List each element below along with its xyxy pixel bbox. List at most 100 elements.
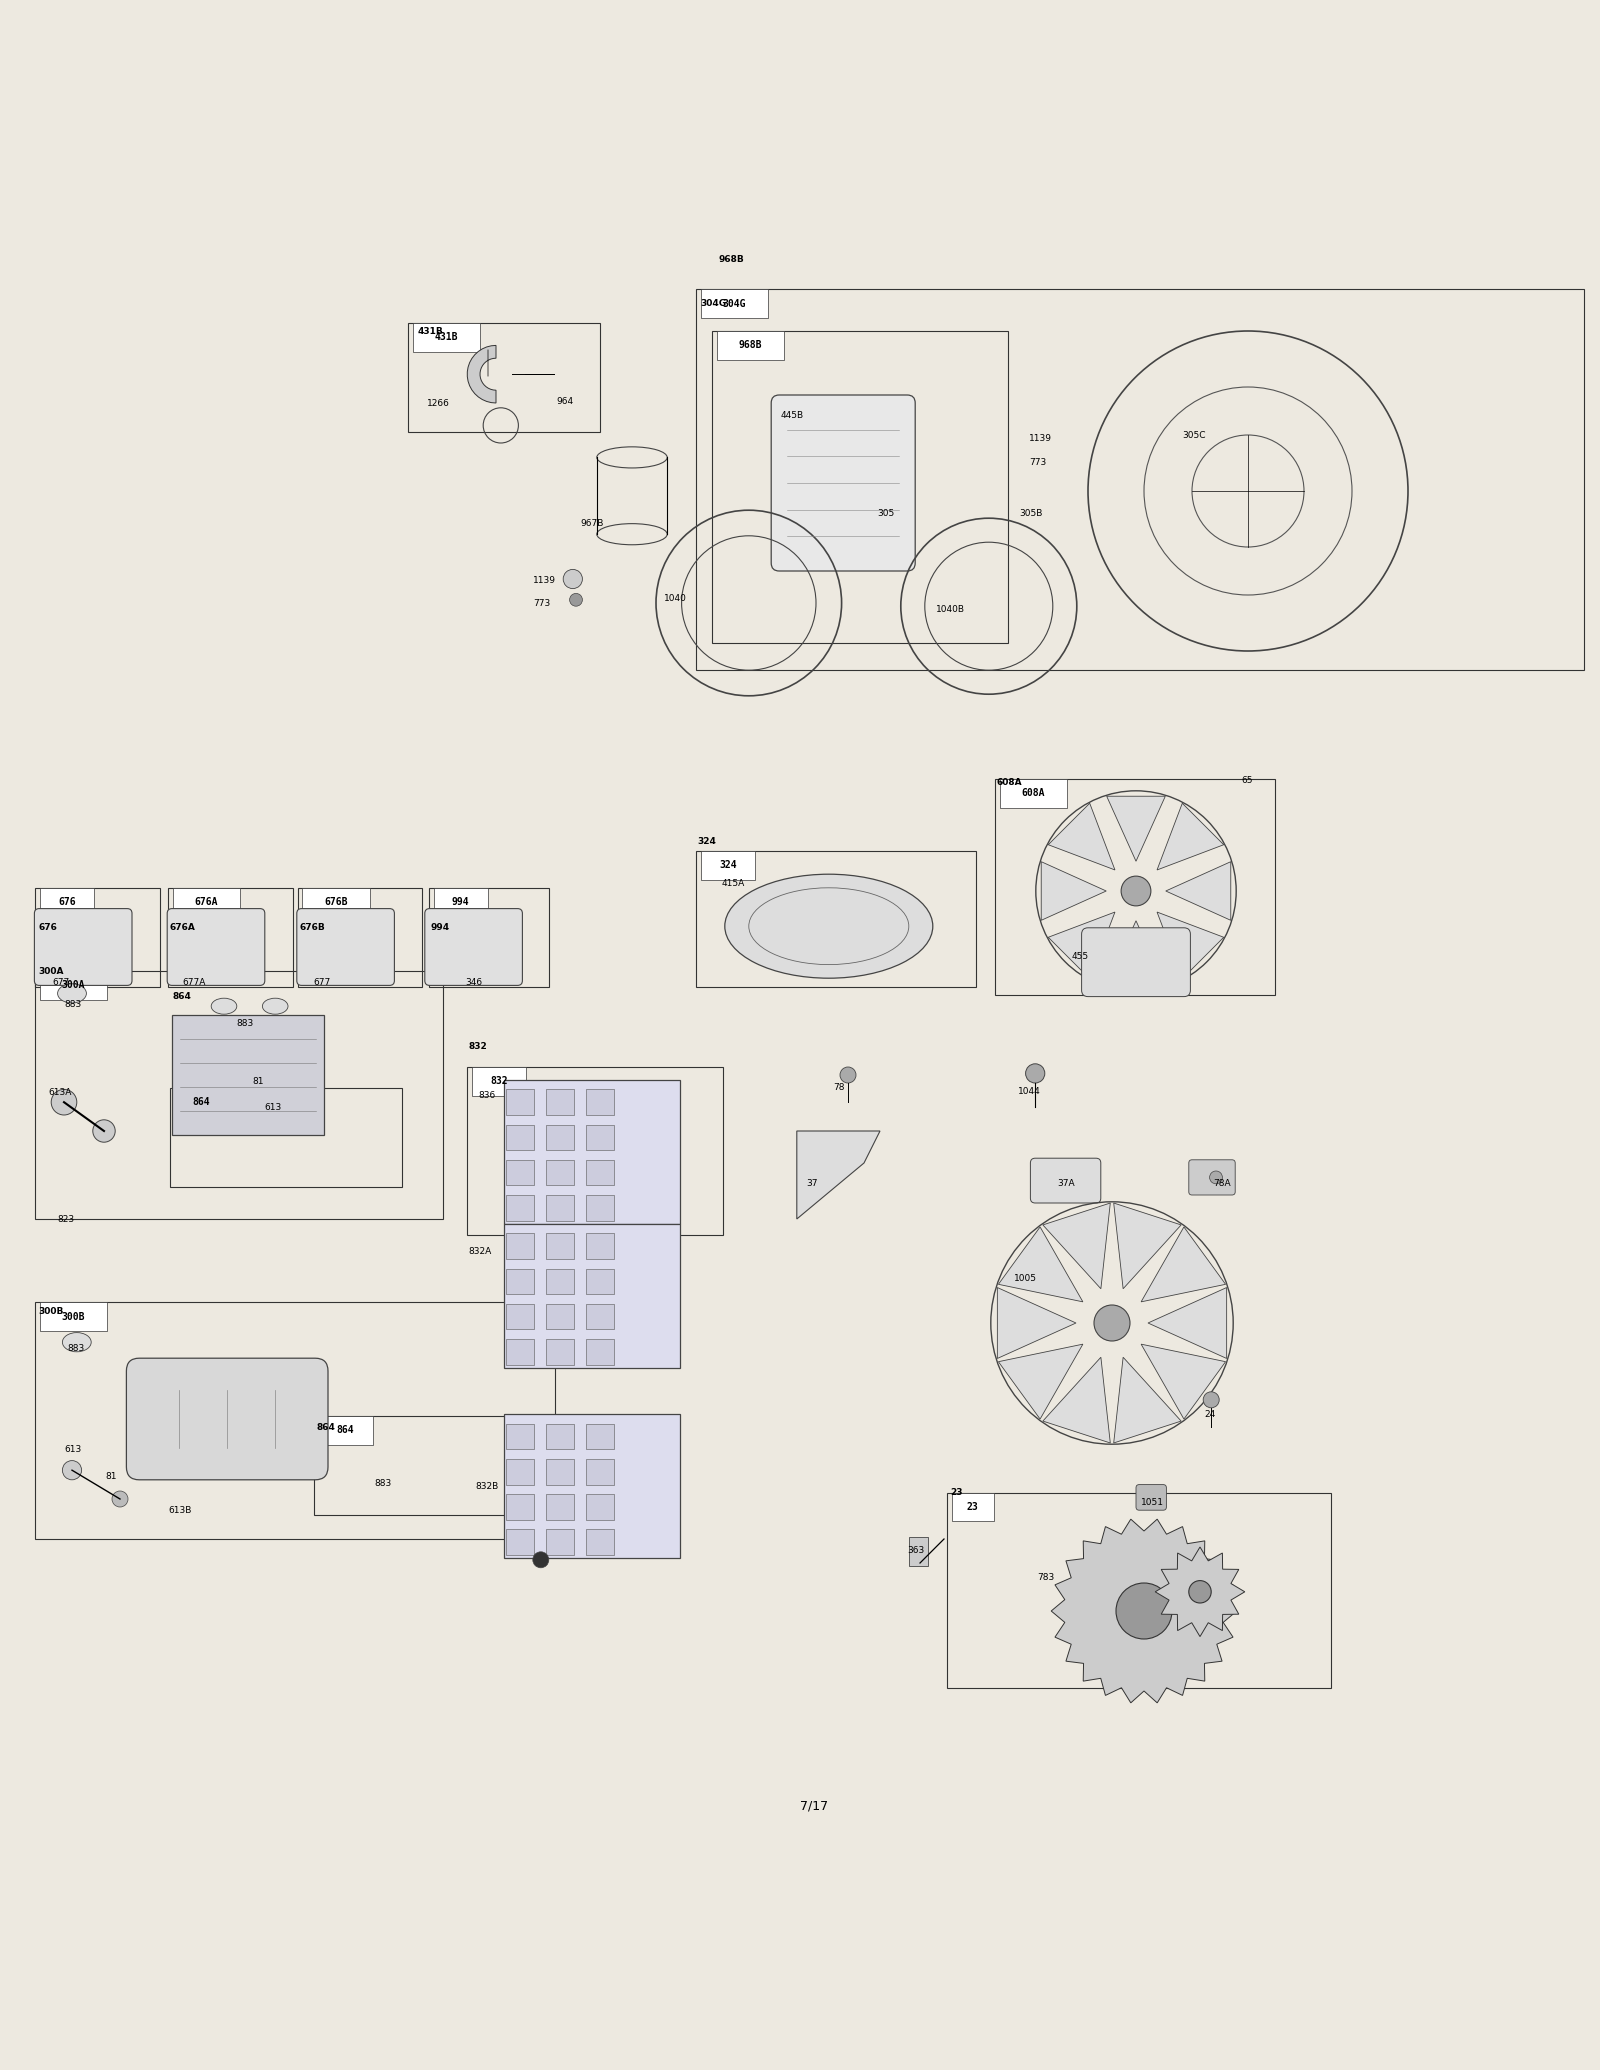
Polygon shape — [998, 1228, 1083, 1302]
Bar — [173, 1014, 323, 1134]
Text: 883: 883 — [374, 1478, 392, 1488]
Text: 613: 613 — [264, 1103, 282, 1112]
Polygon shape — [1043, 1358, 1110, 1443]
Text: 613B: 613B — [168, 1505, 192, 1515]
Bar — [429, 888, 549, 987]
Ellipse shape — [725, 874, 933, 979]
Bar — [586, 1339, 614, 1364]
Bar — [467, 1066, 723, 1236]
Text: 23: 23 — [966, 1503, 979, 1511]
Circle shape — [1189, 1581, 1211, 1602]
Text: 608A: 608A — [1022, 789, 1045, 799]
Bar — [546, 1304, 574, 1329]
Bar — [586, 1124, 614, 1151]
Bar — [546, 1495, 574, 1519]
Text: 81: 81 — [253, 1076, 264, 1087]
Ellipse shape — [58, 983, 86, 1004]
Bar — [298, 888, 422, 987]
Text: 78A: 78A — [1213, 1180, 1230, 1188]
Text: 783: 783 — [1037, 1573, 1054, 1581]
Bar — [1000, 778, 1067, 807]
Bar — [173, 888, 240, 917]
Text: 883: 883 — [64, 1000, 82, 1008]
Bar — [546, 1339, 574, 1364]
Polygon shape — [1107, 921, 1165, 985]
Bar — [546, 1124, 574, 1151]
Text: 677: 677 — [314, 977, 331, 987]
Bar — [504, 1223, 680, 1368]
Bar — [586, 1159, 614, 1186]
Polygon shape — [1048, 803, 1115, 869]
Ellipse shape — [211, 998, 237, 1014]
Bar — [717, 331, 784, 360]
Text: 1139: 1139 — [533, 575, 555, 586]
Bar — [318, 1416, 373, 1445]
Text: 1266: 1266 — [427, 400, 450, 408]
Bar — [696, 851, 976, 987]
Text: 305: 305 — [877, 509, 894, 518]
Bar — [170, 1089, 402, 1186]
FancyBboxPatch shape — [771, 395, 915, 571]
Bar — [506, 1089, 534, 1116]
Bar — [506, 1530, 534, 1555]
Bar — [506, 1459, 534, 1484]
Ellipse shape — [262, 998, 288, 1014]
Text: 676B: 676B — [325, 896, 347, 907]
Text: 23: 23 — [950, 1488, 963, 1497]
Bar — [314, 1416, 550, 1515]
Bar — [586, 1194, 614, 1221]
Text: 676: 676 — [38, 923, 58, 932]
Bar — [995, 778, 1275, 996]
Bar — [712, 331, 1008, 644]
Bar — [506, 1495, 534, 1519]
Text: 445B: 445B — [781, 412, 803, 420]
Bar — [952, 1492, 994, 1521]
Text: 832: 832 — [490, 1076, 509, 1087]
Bar — [174, 1089, 229, 1116]
Polygon shape — [1141, 1343, 1226, 1420]
Bar — [413, 323, 480, 352]
Circle shape — [62, 1461, 82, 1480]
Text: 676: 676 — [58, 896, 77, 907]
Bar — [35, 1302, 555, 1538]
Bar — [504, 1414, 680, 1559]
Bar — [434, 888, 488, 917]
Bar — [40, 1302, 107, 1331]
Text: 1051: 1051 — [1141, 1499, 1163, 1507]
Bar — [302, 888, 370, 917]
Text: 300B: 300B — [62, 1312, 85, 1321]
Bar — [546, 1269, 574, 1294]
Polygon shape — [1107, 797, 1165, 861]
Text: 823: 823 — [58, 1215, 75, 1223]
Circle shape — [1122, 876, 1150, 907]
Polygon shape — [797, 1130, 880, 1219]
Circle shape — [93, 1120, 115, 1143]
Text: 864: 864 — [336, 1426, 355, 1435]
Bar — [909, 1538, 928, 1567]
FancyBboxPatch shape — [298, 909, 394, 985]
Bar — [40, 971, 107, 1000]
Circle shape — [563, 569, 582, 588]
Text: 967B: 967B — [581, 518, 605, 528]
Text: 613A: 613A — [48, 1089, 72, 1097]
Bar — [546, 1424, 574, 1449]
Text: 37A: 37A — [1058, 1180, 1075, 1188]
FancyBboxPatch shape — [424, 909, 522, 985]
FancyBboxPatch shape — [1136, 1484, 1166, 1511]
Bar — [701, 290, 768, 319]
Circle shape — [112, 1490, 128, 1507]
Polygon shape — [1141, 1228, 1226, 1302]
Circle shape — [1203, 1391, 1219, 1408]
Bar — [506, 1194, 534, 1221]
Bar — [506, 1424, 534, 1449]
Text: 994: 994 — [430, 923, 450, 932]
Text: 431B: 431B — [435, 333, 458, 342]
Polygon shape — [998, 1343, 1083, 1420]
Polygon shape — [1043, 1203, 1110, 1290]
Polygon shape — [1157, 913, 1224, 979]
FancyBboxPatch shape — [126, 1358, 328, 1480]
Circle shape — [1210, 1172, 1222, 1184]
Bar — [586, 1234, 614, 1259]
Bar — [546, 1459, 574, 1484]
Bar — [35, 971, 443, 1219]
